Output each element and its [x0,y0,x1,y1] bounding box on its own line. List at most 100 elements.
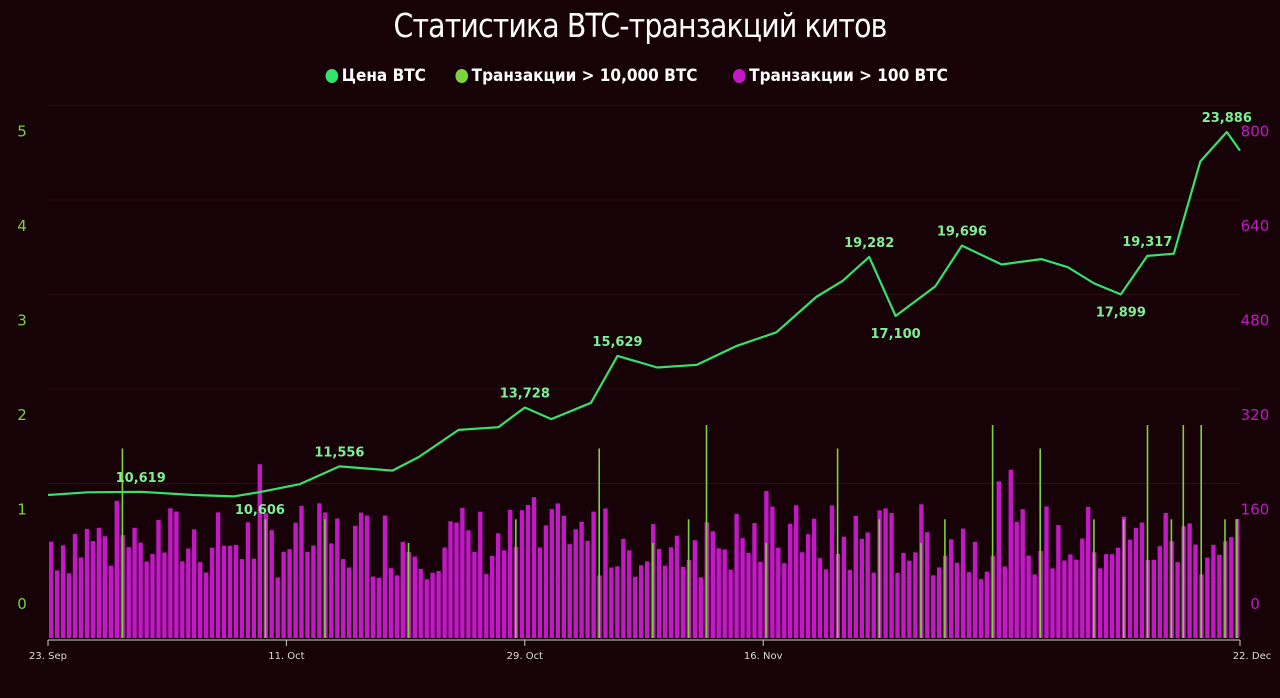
bar-whale-100 [1050,568,1055,638]
bar-whale-100 [871,572,876,638]
bar-whale-100 [114,500,119,638]
price-data-label: 17,899 [1096,305,1146,320]
bar-whale-100 [156,520,161,638]
legend-item-price[interactable]: Цена BTC [325,66,426,86]
bar-whale-100 [1229,537,1234,638]
bar-whale-100 [728,569,733,638]
bar-whale-100 [150,554,155,638]
bar-whale-100 [621,538,626,638]
bar-whale-10000 [407,543,410,638]
bar-whale-100 [966,572,972,638]
x-tick-label: 23. Sep [29,651,67,662]
legend-item-whale-100[interactable]: Транзакции > 100 BTC [732,66,948,86]
bar-whale-100 [555,503,560,638]
bar-whale-100 [603,508,608,638]
legend: Цена BTC Транзакции > 10,000 BTC Транзак… [0,66,1280,86]
bar-whale-100 [144,561,149,638]
bar-whale-100 [412,556,417,638]
bar-whale-10000 [944,519,946,638]
bar-whale-100 [1020,509,1025,638]
bar-whale-100 [609,567,614,638]
bar-whale-100 [257,464,262,638]
bar-whale-100 [740,538,745,638]
bar-whale-100 [484,574,489,638]
bar-whale-10000 [765,543,767,638]
price-data-label: 11,556 [314,445,364,460]
bar-whale-100 [418,568,423,638]
bar-whale-100 [585,540,590,638]
bar-whale-100 [579,521,584,638]
bar-whale-100 [448,521,453,638]
bar-whale-100 [770,506,775,638]
bar-whale-100 [221,545,227,638]
bar-whale-100 [335,518,340,638]
bar-whale-100 [502,550,507,638]
y-left-tick-label: 1 [17,501,27,519]
bar-whale-10000 [1236,519,1238,638]
bar-whale-100 [376,577,382,638]
bar-whale-100 [1098,568,1103,638]
bar-whale-100 [1133,527,1139,638]
bar-whale-100 [1205,557,1210,638]
y-left-tick-label: 5 [17,123,27,141]
bar-whale-100 [370,576,376,638]
bar-whale-100 [168,508,173,638]
y-right-tick-label: 160 [1241,501,1270,519]
bar-whale-100 [1109,554,1115,638]
bar-whale-100 [758,561,763,638]
bar-whale-100 [341,559,346,638]
x-tick-label: 29. Oct [507,651,543,662]
bar-whale-100 [1163,512,1168,638]
bar-whale-100 [680,566,686,638]
bar-whale-100 [436,571,441,638]
bar-whale-100 [400,541,405,638]
bar-whale-100 [382,515,388,638]
legend-dot-price [325,69,339,83]
bar-whale-100 [1056,525,1061,638]
price-data-label: 17,100 [871,327,921,342]
bar-whale-100 [531,497,537,638]
bar-whale-100 [507,509,513,638]
bar-whale-100 [281,551,286,638]
bar-whale-100 [353,525,358,638]
bar-whale-100 [347,567,352,638]
bar-whale-100 [364,515,370,638]
price-data-label: 10,606 [235,503,285,518]
y-right-tick-label: 0 [1250,595,1260,613]
legend-item-whale-10000[interactable]: Транзакции > 10,000 BTC [455,66,697,86]
bar-whale-100 [293,522,298,638]
bar-whale-100 [269,530,274,638]
legend-dot-whale-100 [732,69,746,83]
bar-whale-100 [287,549,292,638]
bar-whale-100 [1044,506,1049,638]
bar-whale-100 [329,543,334,638]
bar-whale-100 [1217,554,1222,638]
bar-whale-100 [567,544,572,638]
bar-whale-100 [84,528,90,638]
bar-whale-100 [1008,469,1013,638]
bar-whale-100 [60,545,66,638]
bar-whale-100 [883,508,888,638]
bar-whale-100 [1080,538,1085,638]
y-left-tick-label: 3 [17,312,27,330]
bar-whale-10000 [1170,519,1173,638]
bar-whale-100 [794,505,799,638]
bar-whale-10000 [264,519,267,638]
bar-whale-100 [800,552,805,638]
bar-whale-100 [1026,555,1031,638]
bar-whale-100 [138,542,143,638]
price-data-label: 13,728 [500,387,550,402]
bar-whale-100 [996,481,1001,638]
bar-whale-100 [865,532,870,638]
chart-title: Статистика BTC-транзакций китов [393,6,888,45]
y-right-tick-label: 320 [1241,406,1270,424]
bar-whale-100 [1068,554,1073,638]
bar-whale-100 [1127,539,1133,638]
bar-whale-100 [668,547,674,638]
bar-whale-100 [645,561,650,638]
bar-whale-100 [662,565,668,638]
bar-whale-100 [949,539,954,638]
bar-whale-100 [901,552,906,638]
bar-whale-100 [734,514,739,638]
bar-whale-100 [227,545,233,638]
